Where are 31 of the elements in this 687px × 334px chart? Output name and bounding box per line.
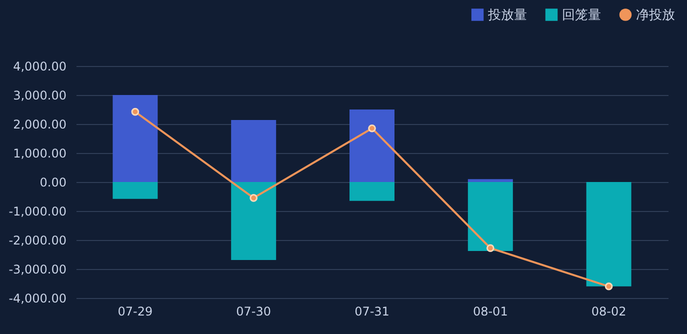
bar	[586, 182, 632, 286]
y-tick-label: -3,000.00	[8, 262, 66, 276]
bar	[231, 182, 276, 260]
point	[368, 124, 376, 132]
bar	[231, 120, 276, 182]
legend-label: 回笼量	[562, 8, 601, 23]
legend-label: 净投放	[636, 8, 675, 23]
x-tick-label: 07-29	[118, 304, 153, 318]
y-tick-label: -4,000.00	[8, 292, 66, 306]
x-tick-label: 07-30	[236, 304, 272, 318]
y-tick-label: -2,000.00	[8, 234, 66, 248]
point	[486, 244, 494, 252]
y-tick-label: -1,000.00	[8, 204, 66, 218]
point	[604, 282, 613, 290]
bar	[468, 182, 513, 252]
x-tick-label: 08-02	[591, 304, 626, 318]
point	[131, 108, 140, 116]
x-tick-label: 07-31	[354, 304, 390, 318]
point	[250, 194, 258, 202]
bar	[112, 182, 158, 199]
y-tick-label: 1,000.00	[13, 146, 66, 160]
y-tick-label: 4,000.00	[13, 60, 66, 74]
x-tick-label: 08-01	[472, 304, 508, 318]
bar	[350, 110, 394, 182]
y-tick-label: 2,000.00	[13, 118, 66, 132]
y-tick-label: 0.00	[40, 176, 66, 190]
bar	[468, 179, 513, 182]
bar	[350, 182, 394, 201]
legend-label: 投放量	[487, 8, 527, 23]
bar	[112, 95, 158, 182]
y-tick-label: 3,000.00	[13, 88, 66, 102]
